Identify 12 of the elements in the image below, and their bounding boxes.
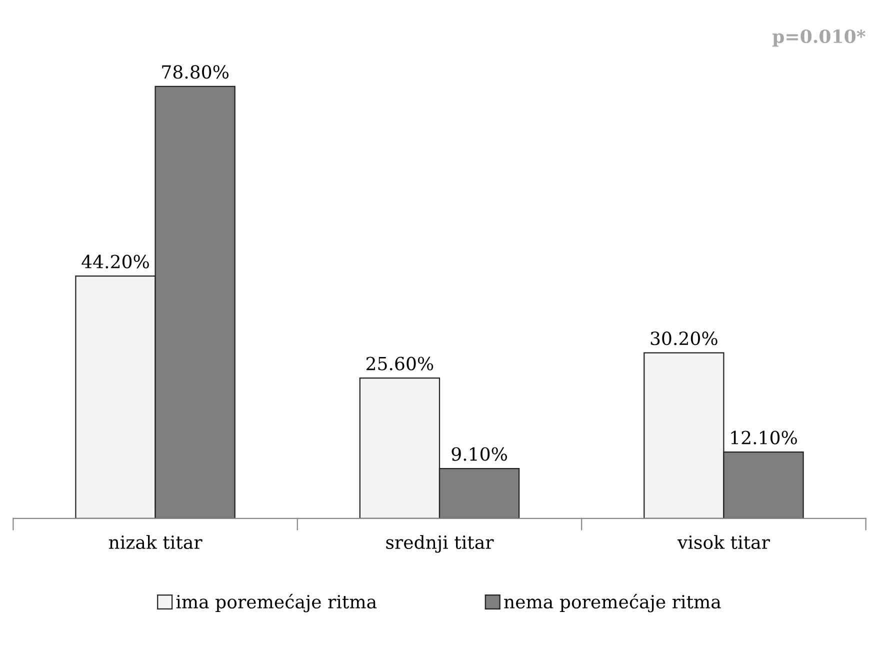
data-label: 9.10% — [452, 447, 507, 461]
x-tick-label: visok titar — [677, 535, 770, 550]
x-tick-label: nizak titar — [108, 535, 202, 550]
text: p=0.010* — [772, 29, 866, 47]
data-label: 78.80% — [162, 65, 229, 79]
data-label: 30.20% — [650, 332, 718, 346]
legend-label: ima poremećaje ritma — [176, 594, 377, 612]
data-label: 44.20% — [82, 254, 149, 268]
data-label: 25.60% — [366, 356, 434, 370]
data-label: 12.10% — [731, 430, 797, 444]
x-tick-label: srednji titar — [386, 535, 494, 553]
legend-label: nema poremećaje ritma — [504, 594, 721, 612]
